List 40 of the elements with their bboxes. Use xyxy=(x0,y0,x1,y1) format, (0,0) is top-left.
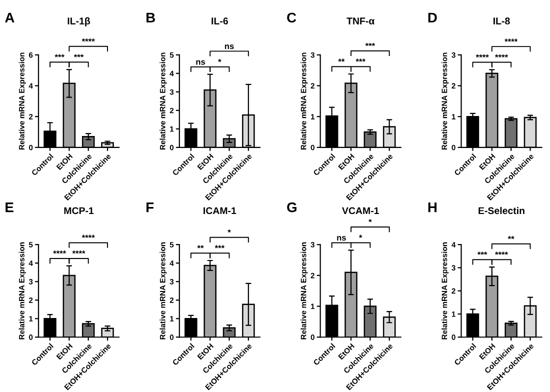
annotation: *** xyxy=(54,54,64,58)
annotation: **** xyxy=(53,250,66,254)
text: E xyxy=(6,202,14,212)
annotation: *** xyxy=(214,245,225,248)
chart-title: MCP-1 xyxy=(64,207,94,214)
text: **** xyxy=(82,234,95,238)
annotation: ** xyxy=(197,245,204,248)
text: B xyxy=(146,12,155,22)
text: *** xyxy=(365,42,376,46)
annotation: **** xyxy=(495,252,508,255)
chart-title: VCAM-1 xyxy=(342,207,379,214)
text: A xyxy=(5,12,14,22)
text: D xyxy=(428,12,437,22)
annotation: **** xyxy=(495,54,508,58)
chart-title: IL-6 xyxy=(212,18,228,24)
text: * xyxy=(228,229,231,233)
annotation: ns xyxy=(196,60,206,65)
text: * xyxy=(368,219,372,222)
text: * xyxy=(358,234,362,238)
text: ns xyxy=(337,236,346,241)
annotation: ** xyxy=(338,58,345,62)
chart-title: IL-8 xyxy=(494,18,510,24)
text: ns xyxy=(224,44,234,50)
chart-title: E-Selectin xyxy=(478,206,524,214)
chart-title: TNF-α xyxy=(346,18,375,24)
annotation: **** xyxy=(72,250,86,254)
text: F xyxy=(146,202,154,212)
text: G xyxy=(287,202,296,212)
text: H xyxy=(428,202,437,212)
text: **** xyxy=(82,38,95,42)
chart-title: IL-1β xyxy=(68,17,90,26)
annotation: *** xyxy=(74,54,84,58)
chart-title: ICAM-1 xyxy=(204,207,236,214)
annotation: *** xyxy=(356,58,366,62)
text: ** xyxy=(508,236,514,240)
annotation: * xyxy=(218,58,222,62)
annotation: **** xyxy=(476,54,489,58)
text: C xyxy=(287,12,296,23)
text: **** xyxy=(504,38,518,42)
annotation: *** xyxy=(477,252,488,255)
